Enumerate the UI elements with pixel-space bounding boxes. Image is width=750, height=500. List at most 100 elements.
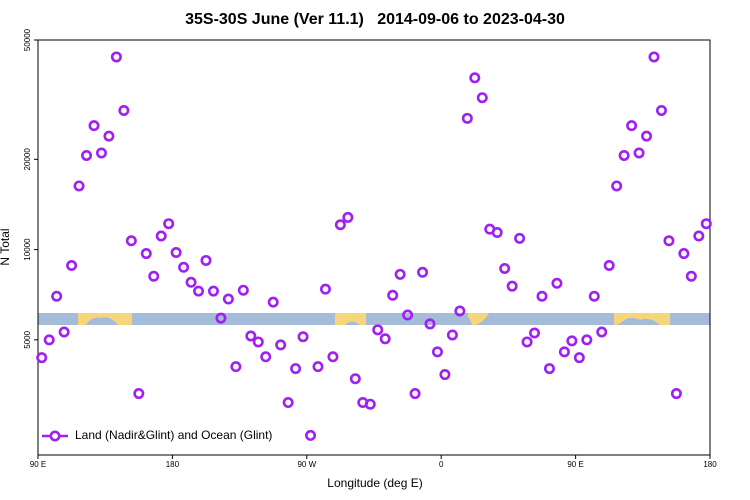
y-tick-label: 10000 [23,238,32,261]
data-point [327,351,339,363]
data-point [43,334,55,346]
data-point [678,248,690,260]
data-point [506,280,518,292]
data-point [81,149,93,161]
data-point [51,290,63,302]
data-point [596,326,608,338]
x-tick-label: 90 E [30,460,46,469]
data-point [469,72,481,84]
data-point [387,289,399,301]
data-point [641,130,653,142]
data-point [394,268,406,280]
data-point [118,104,130,116]
data-point [245,330,257,342]
data-point [185,276,197,288]
data-point [103,130,115,142]
data-point [618,149,630,161]
y-axis-label: N Total [0,228,12,265]
data-point [133,388,145,400]
x-tick-label: 180 [703,460,717,469]
data-point [140,248,152,260]
y-tick-label: 50000 [23,28,32,51]
data-point [275,339,287,351]
data-point [364,398,376,410]
x-tick-label: 0 [439,460,444,469]
data-point [439,369,451,381]
data-point [252,336,264,348]
data-point [305,429,317,441]
x-tick-label: 90 W [297,460,316,469]
data-point [529,327,541,339]
data-point [685,270,697,282]
data-point [230,361,242,373]
data-point [514,232,526,244]
data-point [491,227,503,239]
data-point [237,284,249,296]
data-point [110,51,122,63]
y-tick-label: 20000 [23,148,32,171]
data-point [461,112,473,124]
data-point [454,305,466,317]
data-point [670,388,682,400]
data-point [88,120,100,132]
plot-frame [37,39,711,456]
data-point [73,180,85,192]
data-point [611,180,623,192]
data-point [409,388,421,400]
legend-label: Land (Nadir&Glint) and Ocean (Glint) [75,428,272,442]
data-point [446,329,458,341]
surface-strip [38,313,710,325]
data-point [581,334,593,346]
data-point [319,283,331,295]
data-point [543,363,555,375]
data-point [334,219,346,231]
data-point [66,259,78,271]
data-point [379,333,391,345]
data-point [200,254,212,266]
data-point [476,92,488,104]
data-point [297,331,309,343]
data-point [566,335,578,347]
data-point [155,230,167,242]
data-point [499,262,511,274]
data-point [693,230,705,242]
data-point [170,246,182,258]
data-point [260,351,272,363]
data-point [424,318,436,330]
y-tick-label: 5000 [23,330,32,348]
x-tick-label: 180 [166,460,180,469]
data-point [36,352,48,364]
data-point [282,397,294,409]
data-point [603,259,615,271]
data-point [655,104,667,116]
data-point [417,266,429,278]
data-point [215,312,227,324]
data-point [222,293,234,305]
data-point [558,346,570,358]
data-point [551,277,563,289]
chart-title: 35S-30S June (Ver 11.1) 2014-09-06 to 20… [185,11,565,28]
data-point [267,296,279,308]
data-point [402,309,414,321]
data-point [588,290,600,302]
data-point [536,290,548,302]
data-point [626,120,638,132]
data-point [349,373,361,385]
data-point [633,147,645,159]
data-point [178,261,190,273]
data-point [125,235,137,247]
data-point [648,51,660,63]
legend-marker [49,430,61,442]
data-point [573,352,585,364]
data-point [312,361,324,373]
data-point [521,336,533,348]
data-point [290,363,302,375]
data-point [431,346,443,358]
data-point [700,218,712,230]
data-point [58,326,70,338]
data-point [163,218,175,230]
data-point [342,211,354,223]
data-point [663,235,675,247]
data-point [148,270,160,282]
